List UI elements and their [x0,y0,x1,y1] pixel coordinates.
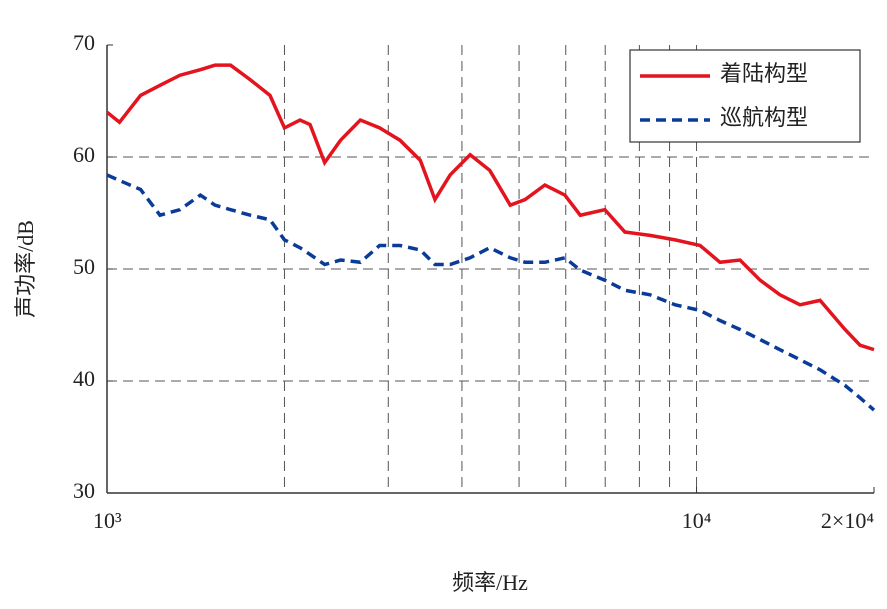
y-tick-label: 50 [73,254,95,279]
x-axis-label: 频率/Hz [452,570,528,595]
y-tick-label: 40 [73,366,95,391]
legend-label: 着陆构型 [720,61,808,86]
x-tick-label: 10³ [93,508,122,533]
y-tick-label: 30 [73,478,95,503]
y-tick-label: 60 [73,142,95,167]
x-tick-label: 2×10⁴ [821,508,874,533]
x-tick-label: 10⁴ [682,508,712,533]
y-axis-label: 声功率/dB [13,220,38,318]
series-line [105,63,875,352]
legend-label: 巡航构型 [720,105,808,130]
series-line [106,173,876,412]
legend-box [629,49,861,143]
y-tick-label: 70 [73,30,95,55]
